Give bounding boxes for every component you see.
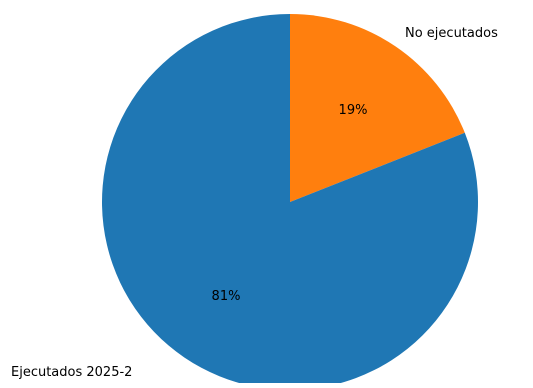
- slice-label-no-ejecutados: No ejecutados: [405, 26, 498, 41]
- pie-slice-no-ejecutados: [290, 14, 465, 202]
- pie-slices: [102, 14, 478, 388]
- slice-pct-no-ejecutados: 19%: [339, 103, 368, 118]
- pie-labels: No ejecutados 19% Ejecutados 2025-2 81%: [11, 26, 498, 380]
- pie-slice-ejecutados-2025-2: [102, 14, 478, 388]
- slice-pct-ejecutados-2025-2: 81%: [212, 289, 241, 304]
- slice-label-ejecutados-2025-2: Ejecutados 2025-2: [11, 365, 132, 380]
